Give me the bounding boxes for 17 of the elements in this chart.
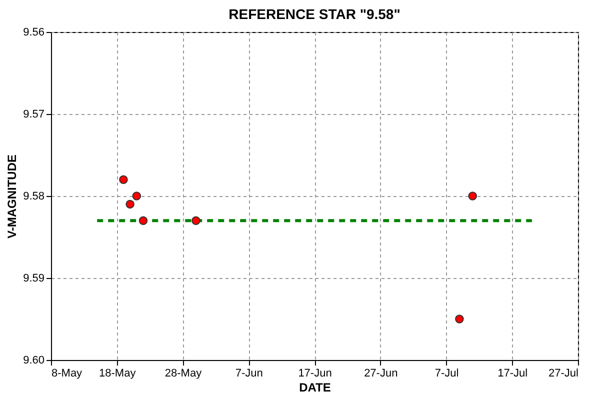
chart-title: REFERENCE STAR "9.58" [228, 6, 400, 22]
y-tick-label: 9.59 [23, 272, 44, 284]
x-tick-label: 27-Jun [364, 368, 398, 380]
x-tick-label: 7-Jul [434, 368, 459, 380]
y-tick-label: 9.58 [23, 190, 44, 202]
x-tick-label: 28-May [164, 368, 202, 380]
x-tick-label: 27-Jul [548, 368, 578, 380]
x-tick-label: 17-Jun [298, 368, 332, 380]
x-axis-title: DATE [299, 380, 331, 394]
x-tick-label: 8-May [52, 368, 83, 380]
x-tick-label: 17-Jul [498, 368, 528, 380]
y-tick-label: 9.56 [23, 26, 44, 38]
x-tick-label: 18-May [99, 368, 136, 380]
y-axis-title: V-MAGNITUDE [5, 154, 20, 238]
x-tick-label: 7-Jun [235, 368, 263, 380]
y-tick-label: 9.57 [23, 108, 44, 120]
y-tick-label: 9.60 [23, 354, 44, 366]
